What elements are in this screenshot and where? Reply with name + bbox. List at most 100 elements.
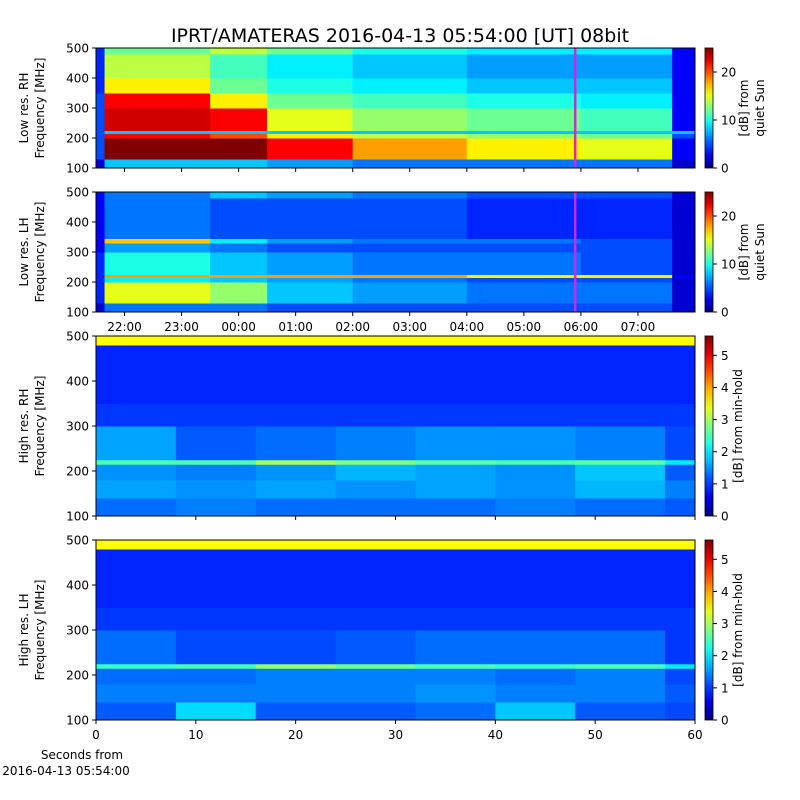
heatmap-cell: [495, 336, 576, 346]
heatmap-cell: [335, 459, 416, 465]
heatmap-cell: [96, 540, 177, 550]
colorbar-tick-label: 10: [721, 258, 736, 272]
heatmap-cell: [96, 464, 177, 481]
heatmap-cell: [175, 630, 257, 665]
heatmap-cell: [575, 684, 666, 703]
heatmap-cell: [210, 243, 268, 253]
heatmap-cell: [267, 303, 354, 313]
y-tick-label: 400: [66, 375, 89, 389]
heatmap-cell: [210, 48, 268, 55]
heatmap-cell: [267, 133, 354, 139]
heatmap-cell: [96, 238, 106, 244]
colorbar: [704, 191, 714, 313]
heatmap-cell: [255, 540, 337, 550]
heatmap-cell: [352, 108, 468, 131]
heatmap-cell: [104, 243, 211, 253]
heatmap-cell: [672, 78, 696, 94]
heatmap-cell: [575, 702, 666, 721]
heatmap-cell: [255, 403, 337, 427]
colorbar-label: quiet Sun: [753, 223, 767, 280]
heatmap-cell: [495, 549, 576, 608]
heatmap-cell: [267, 192, 354, 199]
heatmap-cell: [96, 426, 177, 461]
heatmap-cell: [672, 93, 696, 109]
heatmap-cell: [466, 303, 582, 313]
heatmap-cell: [335, 668, 416, 685]
y-axis-label: Low res. RH: [17, 73, 31, 144]
heatmap-cell: [665, 549, 696, 608]
x-tick-label: 50: [588, 728, 603, 742]
y-tick-label: 200: [66, 132, 89, 146]
heatmap-cell: [466, 159, 582, 169]
heatmap-cell: [96, 336, 177, 346]
heatmap-cell: [175, 464, 257, 481]
heatmap-cell: [665, 684, 696, 703]
heatmap-cell: [352, 282, 468, 304]
heatmap-cell: [267, 277, 354, 283]
heatmap-cell: [495, 540, 576, 550]
colorbar: [704, 335, 714, 517]
heatmap-cell: [466, 274, 582, 278]
heatmap-cell: [335, 426, 416, 461]
heatmap-cell: [672, 303, 696, 313]
heatmap-cell: [415, 549, 496, 608]
heatmap-cell: [96, 498, 177, 517]
heatmap-cell: [210, 198, 268, 239]
heatmap-cell: [104, 93, 211, 109]
heatmap-cell: [466, 108, 582, 131]
colorbar-label: [dB] from: [737, 224, 751, 281]
heatmap-cell: [352, 303, 468, 313]
heatmap-cell: [495, 684, 576, 703]
heatmap-cell: [175, 459, 257, 465]
x-tick-label: 07:00: [621, 320, 656, 334]
heatmap-cell: [495, 607, 576, 631]
heatmap-cell: [255, 663, 337, 669]
heatmap-cell: [96, 345, 177, 404]
heatmap-cell: [575, 549, 666, 608]
heatmap-cell: [672, 198, 696, 239]
heatmap-cell: [415, 464, 496, 481]
heatmap-cell: [175, 663, 257, 669]
heatmap-cell: [335, 663, 416, 669]
heatmap-cell: [580, 274, 673, 278]
heatmap-cell: [665, 480, 696, 499]
x-tick-label: 04:00: [450, 320, 485, 334]
heatmap-cell: [580, 93, 673, 109]
heatmap-cell: [175, 684, 257, 703]
heatmap-cell: [96, 282, 106, 304]
heatmap-cell: [575, 345, 666, 404]
heatmap-cell: [575, 540, 666, 550]
heatmap-cell: [175, 702, 257, 721]
heatmap-cell: [255, 549, 337, 608]
colorbar-tick-label: 20: [721, 210, 736, 224]
heatmap-cell: [495, 498, 576, 517]
heatmap-cell: [352, 243, 468, 253]
colorbar-tick-label: 2: [721, 649, 729, 663]
heatmap-cell: [495, 668, 576, 685]
colorbar-tick-label: 20: [721, 66, 736, 80]
heatmap-cell: [575, 403, 666, 427]
colorbar-tick-label: 0: [721, 162, 729, 176]
colorbar-tick-label: 5: [721, 349, 729, 363]
heatmap-cell: [466, 48, 582, 55]
heatmap-cell: [672, 130, 696, 134]
colorbar-label: [dB] from min-hold: [731, 573, 745, 687]
heatmap-cell: [104, 252, 211, 275]
heatmap-cell: [96, 403, 177, 427]
y-tick-label: 200: [66, 669, 89, 683]
heatmap-cell: [255, 702, 337, 721]
colorbar: [704, 539, 714, 721]
heatmap-cell: [580, 130, 673, 134]
heatmap-cell: [415, 540, 496, 550]
heatmap-cell: [104, 133, 211, 139]
y-tick-label: 100: [66, 306, 89, 320]
heatmap-cell: [210, 238, 268, 244]
colorbar-tick-label: 4: [721, 585, 729, 599]
heatmap-cell: [495, 663, 576, 669]
heatmap-cell: [665, 403, 696, 427]
heatmap-cell: [672, 238, 696, 244]
heatmap-cell: [672, 108, 696, 131]
heatmap-cell: [335, 336, 416, 346]
heatmap-cell: [415, 345, 496, 404]
heatmap-cell: [415, 668, 496, 685]
